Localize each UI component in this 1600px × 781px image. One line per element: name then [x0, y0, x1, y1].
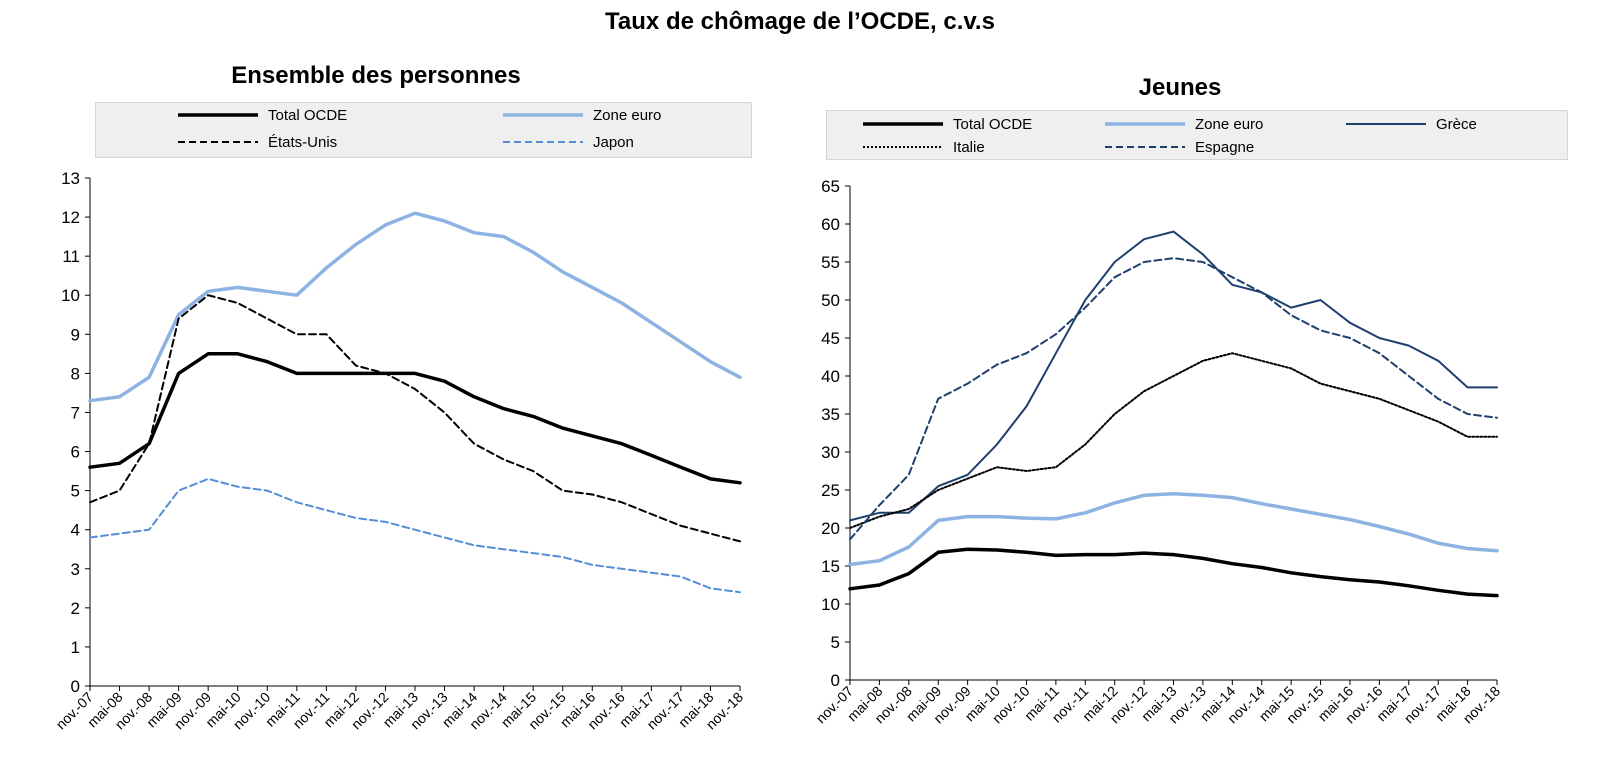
- y-tick-label: 6: [71, 443, 80, 462]
- y-tick-label: 1: [71, 638, 80, 657]
- series-line-italie: [849, 352, 1498, 529]
- y-tick-label: 45: [821, 329, 840, 348]
- legend-left: [95, 102, 752, 158]
- line-chart-right: 05101520253035404550556065nov.-07mai-08n…: [813, 116, 1504, 726]
- series-line--tats-unis: [89, 294, 741, 543]
- series-line-zone-euro: [848, 492, 1499, 567]
- legend-label: Grèce: [1436, 116, 1477, 133]
- y-tick-label: 7: [71, 403, 80, 422]
- legend-label: Zone euro: [1195, 116, 1263, 133]
- y-tick-label: 4: [71, 521, 80, 540]
- chart-title-right: Jeunes: [1138, 74, 1222, 101]
- y-tick-label: 10: [61, 286, 80, 305]
- y-tick-label: 13: [61, 169, 80, 188]
- y-tick-label: 10: [821, 595, 840, 614]
- y-tick-label: 35: [821, 405, 840, 424]
- y-tick-label: 20: [821, 519, 840, 538]
- chart-title-left: Ensemble des personnes: [231, 62, 521, 89]
- legend-label: Zone euro: [593, 107, 661, 124]
- y-tick-label: 5: [71, 482, 80, 501]
- y-tick-label: 9: [71, 325, 80, 344]
- legend-label: États-Unis: [268, 134, 337, 151]
- y-tick-label: 50: [821, 291, 840, 310]
- y-tick-label: 0: [831, 671, 840, 690]
- y-tick-label: 12: [61, 208, 80, 227]
- series-line-gr-ce: [849, 230, 1498, 522]
- legend-label: Total OCDE: [268, 107, 347, 124]
- y-tick-label: 8: [71, 364, 80, 383]
- series-line-total-ocde: [88, 352, 742, 485]
- y-tick-label: 55: [821, 253, 840, 272]
- y-tick-label: 15: [821, 557, 840, 576]
- legend-label: Espagne: [1195, 139, 1254, 156]
- y-tick-label: 25: [821, 481, 840, 500]
- legend-label: Italie: [953, 139, 985, 156]
- series-line-espagne: [849, 257, 1498, 541]
- y-tick-label: 40: [821, 367, 840, 386]
- series-line-total-ocde: [848, 547, 1499, 598]
- legend-label: Japon: [593, 134, 634, 151]
- y-tick-label: 30: [821, 443, 840, 462]
- y-tick-label: 2: [71, 599, 80, 618]
- y-tick-label: 0: [71, 677, 80, 696]
- series-line-zone-euro: [88, 211, 742, 403]
- legend-right: [826, 110, 1568, 160]
- legend-label: Total OCDE: [953, 116, 1032, 133]
- y-tick-label: 11: [62, 247, 80, 266]
- series-line-japon: [89, 477, 741, 594]
- y-tick-label: 60: [821, 215, 840, 234]
- line-chart-left: 012345678910111213nov.-07mai-08nov.-08ma…: [53, 107, 747, 732]
- y-tick-label: 3: [71, 560, 80, 579]
- page-title: Taux de chômage de l’OCDE, c.v.s: [605, 8, 995, 35]
- y-tick-label: 5: [831, 633, 840, 652]
- y-tick-label: 65: [821, 177, 840, 196]
